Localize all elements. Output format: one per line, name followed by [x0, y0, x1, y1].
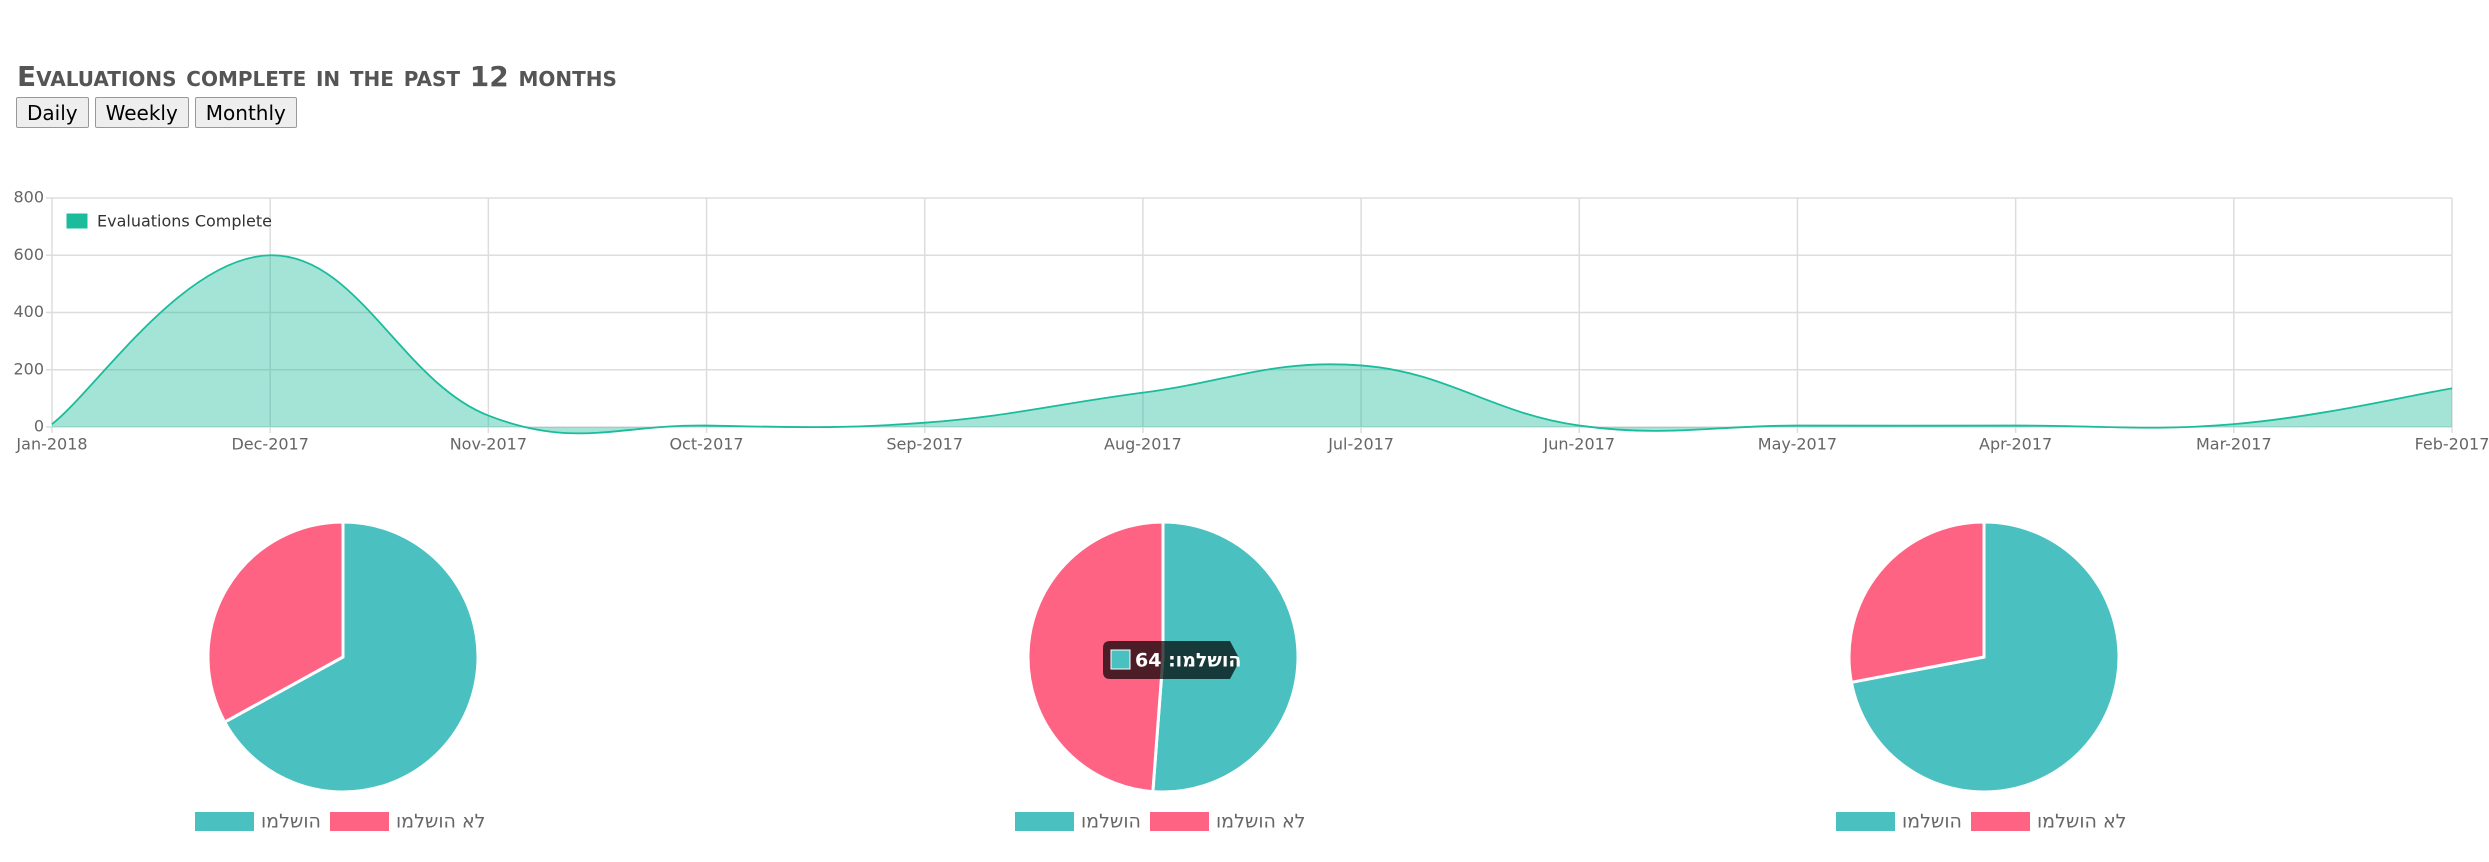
- weekly-button[interactable]: Weekly: [94, 97, 189, 128]
- x-tick-label: Nov-2017: [450, 435, 527, 454]
- legend-swatch: [1015, 812, 1074, 831]
- legend-swatch: [195, 812, 254, 831]
- area-fill: [52, 255, 2452, 434]
- pie-slice: [222, 520, 480, 794]
- legend-swatch: [1836, 812, 1895, 831]
- legend-swatch: [330, 812, 389, 831]
- x-tick-label: Sep-2017: [886, 435, 963, 454]
- legend-label: Evaluations Complete: [97, 212, 272, 231]
- tooltip-swatch: [1110, 649, 1131, 670]
- y-tick-label: 600: [13, 245, 44, 264]
- pie-slice: [1847, 520, 1986, 685]
- monthly-button[interactable]: Monthly: [194, 97, 297, 128]
- x-tick-label: Feb-2017: [2415, 435, 2489, 454]
- area-line: [51, 254, 2453, 435]
- x-tick-label: Jun-2017: [1543, 435, 1616, 454]
- y-tick-label: 0: [34, 417, 44, 436]
- x-tick-label: Mar-2017: [2196, 435, 2272, 454]
- legend-label: הושלמו: [1081, 811, 1141, 833]
- legend-label: לא הושלמו: [1216, 811, 1305, 833]
- button-bar: Daily Weekly Monthly: [16, 97, 297, 128]
- x-tick-label: May-2017: [1758, 435, 1837, 454]
- tooltip-box: [1103, 641, 1240, 679]
- y-tick-label: 200: [13, 359, 44, 378]
- legend-label: הושלמו: [1902, 811, 1962, 833]
- x-tick-label: Jan-2018: [15, 435, 87, 454]
- legend-label: לא הושלמו: [2037, 811, 2126, 833]
- daily-button[interactable]: Daily: [16, 97, 89, 128]
- y-tick-label: 400: [13, 302, 44, 321]
- pie-slice: [1026, 520, 1165, 794]
- x-tick-label: Oct-2017: [669, 435, 743, 454]
- x-tick-label: Aug-2017: [1104, 435, 1182, 454]
- page-title: Evaluations complete in the past 12 mont…: [17, 60, 617, 93]
- tooltip-text: הושלמו: 64: [1135, 650, 1241, 672]
- legend-swatch: [1150, 812, 1209, 831]
- x-tick-label: Dec-2017: [231, 435, 308, 454]
- x-tick-label: Apr-2017: [1979, 435, 2052, 454]
- x-tick-label: Jul-2017: [1327, 435, 1394, 454]
- legend-swatch: [1971, 812, 2030, 831]
- y-tick-label: 800: [13, 188, 44, 207]
- legend-label: הושלמו: [261, 811, 321, 833]
- pie-slice: [206, 520, 345, 725]
- legend-swatch: [65, 212, 89, 230]
- tooltip: הושלמו: 64: [1103, 641, 1241, 679]
- legend-label: לא הושלמו: [396, 811, 485, 833]
